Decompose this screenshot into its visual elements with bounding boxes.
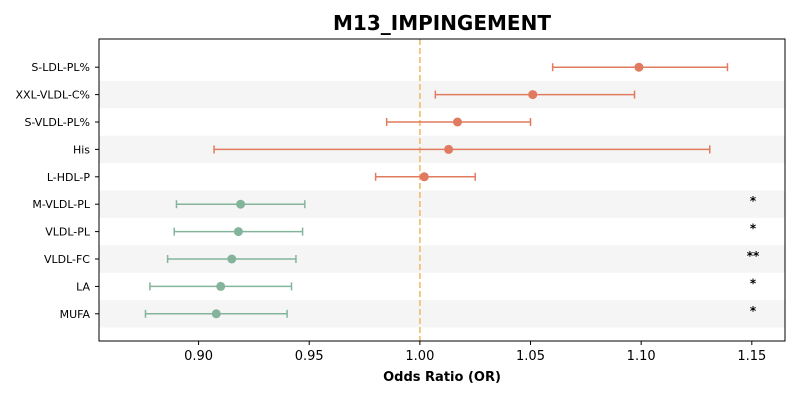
x-tick-label: 1.00 bbox=[405, 349, 434, 364]
y-tick-label: VLDL-FC bbox=[44, 253, 90, 266]
or-point bbox=[236, 199, 246, 209]
or-point bbox=[211, 309, 221, 319]
x-tick-label: 1.15 bbox=[737, 349, 766, 364]
x-axis-label: Odds Ratio (OR) bbox=[383, 370, 501, 385]
significance-marker: * bbox=[750, 304, 757, 318]
significance-marker: ** bbox=[747, 249, 760, 263]
or-point bbox=[452, 117, 462, 127]
y-tick-label: LA bbox=[76, 280, 90, 293]
x-tick-label: 1.10 bbox=[627, 349, 656, 364]
or-point bbox=[528, 90, 538, 100]
y-tick-label: XXL-VLDL-C% bbox=[16, 89, 91, 102]
plot-frame bbox=[98, 38, 786, 342]
or-point bbox=[216, 281, 226, 291]
or-point bbox=[227, 254, 237, 264]
significance-marker: * bbox=[750, 194, 757, 208]
significance-marker: * bbox=[750, 222, 757, 236]
y-tick-label: L-HDL-P bbox=[47, 171, 91, 184]
or-point bbox=[634, 62, 644, 72]
x-tick-label: 0.95 bbox=[295, 349, 324, 364]
y-axis: S-LDL-PL% XXL-VLDL-C% S-VLDL-PL% His L-HDL-P… bbox=[16, 61, 99, 321]
x-axis: 0.90 0.95 1.00 1.05 1.10 1.15 bbox=[184, 341, 766, 364]
y-tick-label: M-VLDL-PL bbox=[32, 198, 90, 211]
significance-marker: * bbox=[750, 276, 757, 290]
or-point bbox=[444, 144, 454, 154]
y-tick-label: VLDL-PL bbox=[45, 226, 91, 239]
x-tick-label: 0.90 bbox=[184, 349, 213, 364]
y-tick-label: S-VLDL-PL% bbox=[24, 116, 90, 129]
plot-rows: ****** bbox=[144, 62, 760, 319]
y-tick-label: S-LDL-PL% bbox=[31, 61, 90, 74]
chart-title: M13_IMPINGEMENT bbox=[333, 11, 551, 35]
y-tick-label: His bbox=[73, 143, 90, 156]
or-point bbox=[419, 172, 429, 182]
y-tick-label: MUFA bbox=[60, 308, 91, 321]
x-tick-label: 1.05 bbox=[516, 349, 545, 364]
or-point bbox=[233, 227, 243, 237]
